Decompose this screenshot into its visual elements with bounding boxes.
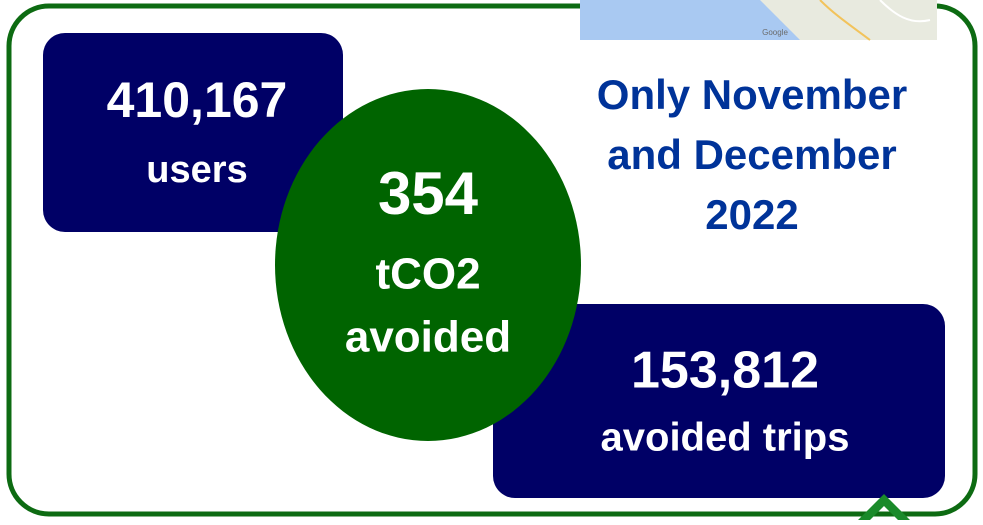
trips-box bbox=[493, 304, 945, 498]
logo-fragment bbox=[858, 494, 910, 520]
period-line: 2022 bbox=[705, 191, 798, 238]
co2-unit: tCO2 bbox=[375, 250, 480, 299]
trips-label: avoided trips bbox=[601, 416, 850, 460]
co2-circle bbox=[275, 89, 581, 441]
co2-value: 354 bbox=[378, 160, 479, 227]
trips-value: 153,812 bbox=[631, 342, 819, 400]
co2-label: avoided bbox=[345, 313, 511, 362]
users-box bbox=[43, 33, 343, 232]
map-road bbox=[879, 0, 931, 23]
map-snippet: Google bbox=[580, 0, 937, 41]
users-label: users bbox=[146, 149, 247, 191]
period-line: and December bbox=[607, 131, 896, 178]
map-attribution: Google bbox=[762, 28, 788, 37]
users-value: 410,167 bbox=[107, 72, 288, 128]
map-road bbox=[819, 0, 871, 41]
period-line: Only November bbox=[597, 71, 907, 118]
